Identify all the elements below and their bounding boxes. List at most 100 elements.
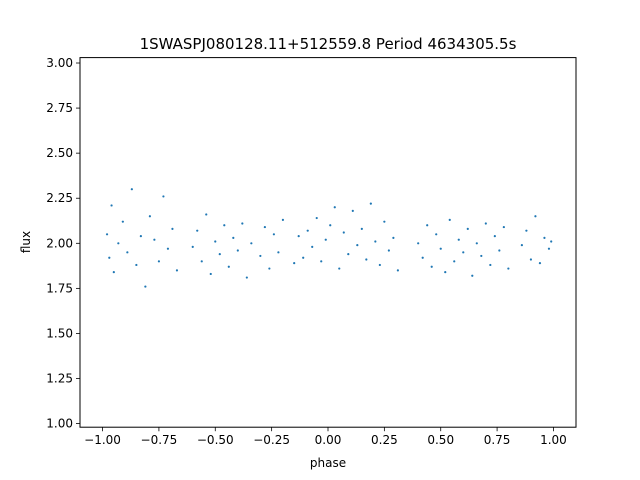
data-point	[315, 216, 318, 220]
data-point	[525, 229, 528, 232]
data-point	[200, 260, 203, 263]
data-point	[306, 229, 309, 232]
data-point	[498, 249, 501, 252]
data-point	[333, 206, 336, 209]
data-point	[529, 258, 533, 261]
y-tick-label: 1.50	[46, 326, 73, 340]
data-point	[166, 247, 170, 250]
data-point	[356, 244, 359, 247]
y-tick-label: 2.75	[46, 101, 73, 115]
y-tick-label: 1.25	[46, 372, 73, 386]
data-point	[157, 260, 161, 263]
data-point	[417, 242, 420, 245]
x-tick-label: −0.75	[141, 433, 178, 447]
data-point	[484, 222, 487, 225]
data-point	[139, 234, 142, 238]
data-point	[281, 218, 285, 221]
data-point	[374, 240, 377, 243]
y-tick-label: 2.25	[46, 191, 73, 205]
data-point	[439, 247, 442, 250]
data-point	[466, 227, 469, 230]
data-point	[297, 234, 300, 238]
data-point	[421, 256, 424, 259]
data-points	[105, 188, 553, 288]
data-point	[360, 227, 363, 230]
x-tick-label: 1.00	[540, 433, 567, 447]
data-point	[369, 202, 372, 205]
x-tick-label: 0.50	[427, 433, 454, 447]
data-point	[117, 242, 120, 245]
data-point	[320, 260, 323, 263]
data-point	[293, 262, 296, 265]
data-point	[302, 256, 305, 259]
data-point	[105, 233, 109, 236]
data-point	[475, 242, 478, 245]
data-point	[153, 238, 156, 241]
data-point	[351, 209, 354, 212]
data-point	[444, 271, 447, 274]
x-tick-label: 0.00	[315, 433, 342, 447]
data-point	[245, 276, 248, 279]
data-point	[277, 251, 280, 254]
data-point	[209, 272, 212, 276]
data-point	[547, 247, 551, 250]
data-point	[112, 271, 115, 274]
data-point	[448, 218, 451, 221]
data-point	[241, 222, 244, 225]
data-point	[214, 240, 217, 243]
data-point	[144, 285, 147, 288]
data-point	[236, 249, 239, 252]
data-point	[324, 238, 327, 241]
x-axis: −1.00 −0.75 −0.50 −0.25 0.00 0.25 0.50 0.75 1.00	[84, 427, 567, 447]
data-point	[196, 229, 199, 232]
plot-frame	[79, 57, 577, 428]
x-axis-label: phase	[310, 456, 346, 470]
data-point	[534, 215, 537, 218]
data-point	[162, 195, 165, 198]
data-point	[453, 260, 456, 263]
x-tick-label: −0.25	[253, 433, 290, 447]
data-point	[121, 220, 124, 223]
data-point	[135, 263, 138, 267]
data-point	[538, 262, 542, 265]
data-point	[259, 254, 262, 258]
data-point	[347, 253, 350, 256]
data-point	[311, 245, 314, 249]
data-point	[543, 236, 546, 239]
data-point	[378, 263, 381, 267]
data-point	[232, 236, 235, 239]
data-point	[489, 263, 492, 267]
y-tick-label: 3.00	[46, 56, 73, 70]
data-point	[435, 233, 438, 236]
data-point	[392, 236, 395, 239]
data-point	[365, 258, 368, 261]
data-point	[342, 231, 345, 234]
y-axis: 1.00 1.25 1.50 1.75 2.00 2.25 2.50 2.75 3.00	[46, 56, 80, 431]
data-point	[110, 204, 113, 207]
data-point	[426, 224, 429, 227]
data-point	[383, 220, 386, 223]
data-point	[462, 251, 465, 254]
data-point	[250, 242, 253, 245]
data-point	[268, 267, 271, 270]
chart-title: 1SWASPJ080128.11+512559.8 Period 4634305…	[140, 35, 517, 53]
data-point	[223, 224, 226, 227]
y-tick-label: 1.00	[46, 417, 73, 431]
y-tick-label: 2.00	[46, 236, 73, 250]
data-point	[457, 238, 460, 241]
data-point	[480, 254, 483, 258]
data-point	[205, 213, 208, 216]
data-point	[130, 188, 133, 191]
data-point	[191, 245, 194, 249]
data-point	[430, 265, 433, 268]
y-axis-label: flux	[19, 231, 33, 253]
data-point	[338, 267, 341, 270]
x-tick-label: −1.00	[84, 433, 121, 447]
data-point	[272, 233, 275, 236]
data-point	[218, 253, 221, 256]
data-point	[471, 274, 474, 277]
data-point	[175, 269, 179, 272]
data-point	[493, 234, 496, 238]
data-point	[148, 215, 151, 218]
